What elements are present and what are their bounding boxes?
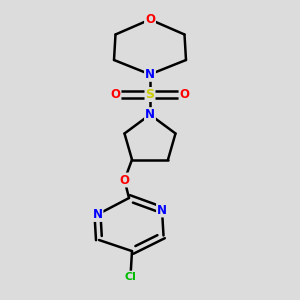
Text: N: N — [145, 108, 155, 121]
Text: Cl: Cl — [124, 272, 136, 282]
Text: S: S — [146, 88, 154, 101]
Text: O: O — [119, 173, 130, 187]
Text: O: O — [179, 88, 190, 101]
Text: O: O — [110, 88, 121, 101]
Text: O: O — [145, 13, 155, 26]
Text: N: N — [145, 68, 155, 81]
Text: N: N — [157, 203, 167, 217]
Text: N: N — [92, 208, 103, 221]
